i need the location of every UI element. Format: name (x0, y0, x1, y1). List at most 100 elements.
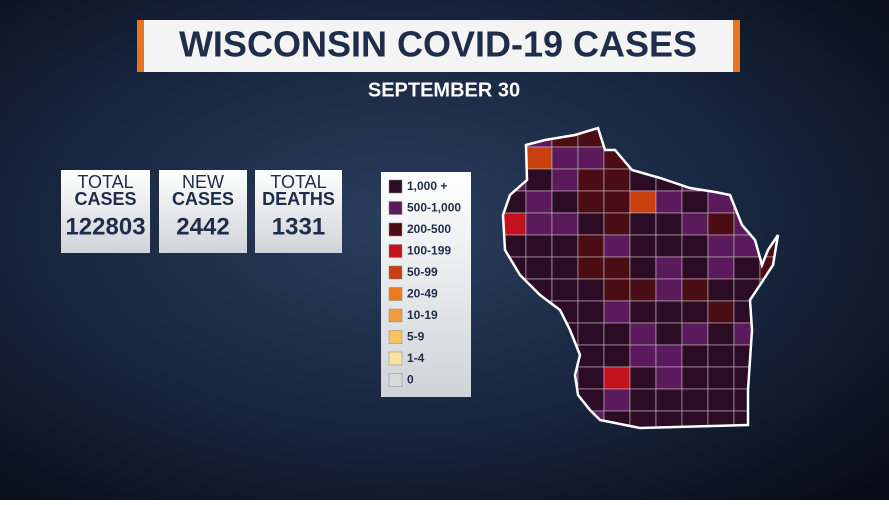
county (603, 278, 631, 302)
county (603, 190, 631, 214)
county (525, 146, 553, 170)
stat-box (159, 170, 247, 253)
county (629, 366, 657, 390)
county (707, 366, 735, 390)
county (681, 300, 709, 324)
county (551, 278, 579, 302)
stat-label: CASES (74, 189, 136, 209)
county (629, 344, 657, 368)
title-accent (137, 20, 144, 72)
county (629, 212, 657, 236)
stat-value: 122803 (65, 213, 145, 240)
county (603, 366, 631, 390)
county (707, 256, 735, 280)
county (681, 366, 709, 390)
county (707, 388, 735, 412)
legend-swatch (388, 179, 403, 194)
county (551, 256, 579, 280)
stat-label: DEATHS (262, 189, 335, 209)
county (655, 344, 683, 368)
legend-label: 1,000 + (407, 179, 447, 193)
county (655, 190, 683, 214)
stat-value: 1331 (272, 213, 325, 240)
legend-swatch (388, 373, 403, 387)
legend-label: 100-199 (407, 244, 451, 258)
county (681, 234, 709, 258)
legend-label: 50-99 (407, 265, 438, 279)
county (681, 190, 709, 214)
title-accent (733, 20, 740, 72)
county (655, 234, 683, 258)
county (577, 256, 605, 280)
county (577, 190, 605, 214)
legend-label: 1-4 (407, 351, 425, 365)
legend-swatch (388, 330, 403, 344)
date: SEPTEMBER 30 (368, 79, 520, 101)
county (551, 146, 579, 170)
legend-swatch (388, 244, 403, 258)
county (707, 300, 735, 324)
county (733, 256, 761, 280)
county (577, 278, 605, 302)
county (551, 190, 579, 214)
county (577, 322, 605, 346)
title: WISCONSIN COVID-19 CASES (179, 24, 697, 65)
county (681, 278, 709, 302)
county (655, 256, 683, 280)
county (603, 300, 631, 324)
county (707, 234, 735, 258)
county (655, 366, 683, 390)
county (707, 278, 735, 302)
legend-swatch (388, 308, 403, 323)
legend-swatch (388, 201, 403, 215)
county (603, 344, 631, 368)
county (577, 366, 605, 390)
county (655, 212, 683, 236)
county (681, 212, 709, 236)
county (655, 278, 683, 302)
county (707, 212, 735, 236)
legend-swatch (388, 265, 403, 280)
county (551, 212, 579, 236)
county (603, 256, 631, 280)
legend-swatch (388, 287, 403, 301)
county (681, 388, 709, 412)
stat-label: TOTAL (270, 172, 326, 192)
county (681, 344, 709, 368)
legend-label: 5-9 (407, 330, 425, 344)
county (577, 146, 605, 170)
county (629, 322, 657, 346)
county (577, 234, 605, 258)
county (629, 256, 657, 280)
county (603, 234, 631, 258)
county (655, 300, 683, 324)
county (525, 190, 553, 214)
stat-label: TOTAL (77, 172, 133, 192)
county (577, 344, 605, 368)
stat-box (255, 170, 342, 253)
county (603, 388, 631, 412)
county (707, 344, 735, 368)
legend-label: 0 (407, 373, 414, 387)
county (577, 300, 605, 324)
county (577, 212, 605, 236)
legend-label: 200-500 (407, 222, 451, 236)
county (525, 168, 553, 192)
county (603, 212, 631, 236)
county (707, 322, 735, 346)
county (603, 322, 631, 346)
county (629, 388, 657, 412)
county (525, 234, 553, 258)
stat-value: 2442 (176, 213, 229, 240)
legend-label: 500-1,000 (407, 201, 461, 215)
stat-label: CASES (172, 189, 234, 209)
county (551, 168, 579, 192)
county (551, 234, 579, 258)
county (629, 190, 657, 214)
legend-swatch (388, 222, 403, 237)
county (577, 168, 605, 192)
county (629, 300, 657, 324)
county (525, 212, 553, 236)
title-box (137, 20, 740, 72)
